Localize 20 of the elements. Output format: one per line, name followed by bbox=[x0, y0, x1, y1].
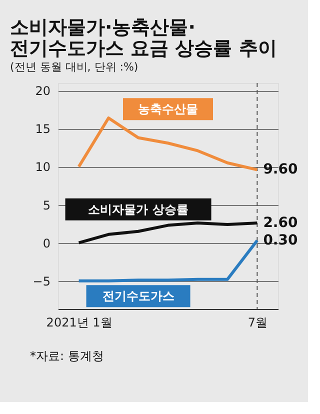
x-tick-label: 2021년 1월 bbox=[46, 316, 112, 330]
data-label: 0.30 bbox=[263, 232, 298, 249]
y-tick-label: 15 bbox=[35, 122, 50, 136]
data-label: 2.60 bbox=[263, 215, 298, 232]
y-tick-label: 0 bbox=[42, 236, 50, 250]
y-tick-label: 5 bbox=[42, 198, 50, 212]
series-label: 전기수도가스 bbox=[102, 289, 174, 304]
x-tick-label: 7월 bbox=[248, 316, 268, 330]
chart-title: 소비자물가·농축산물· 전기수도가스 요금 상승률 추이 bbox=[10, 16, 277, 60]
y-tick-label: −5 bbox=[32, 274, 50, 288]
line-series bbox=[77, 222, 259, 244]
series-label: 농축수산물 bbox=[138, 102, 198, 116]
y-tick-label: 10 bbox=[35, 160, 50, 174]
y-tick-label: 20 bbox=[35, 84, 50, 98]
line-series bbox=[77, 239, 259, 282]
series-label: 소비자물가 상승률 bbox=[88, 202, 188, 216]
chart-subtitle: (전년 동월 대비, 단위 :%) bbox=[10, 60, 138, 74]
line-series bbox=[77, 116, 259, 172]
text: *자료: 통계청 bbox=[30, 349, 104, 363]
data-label: 9.60 bbox=[263, 162, 298, 178]
